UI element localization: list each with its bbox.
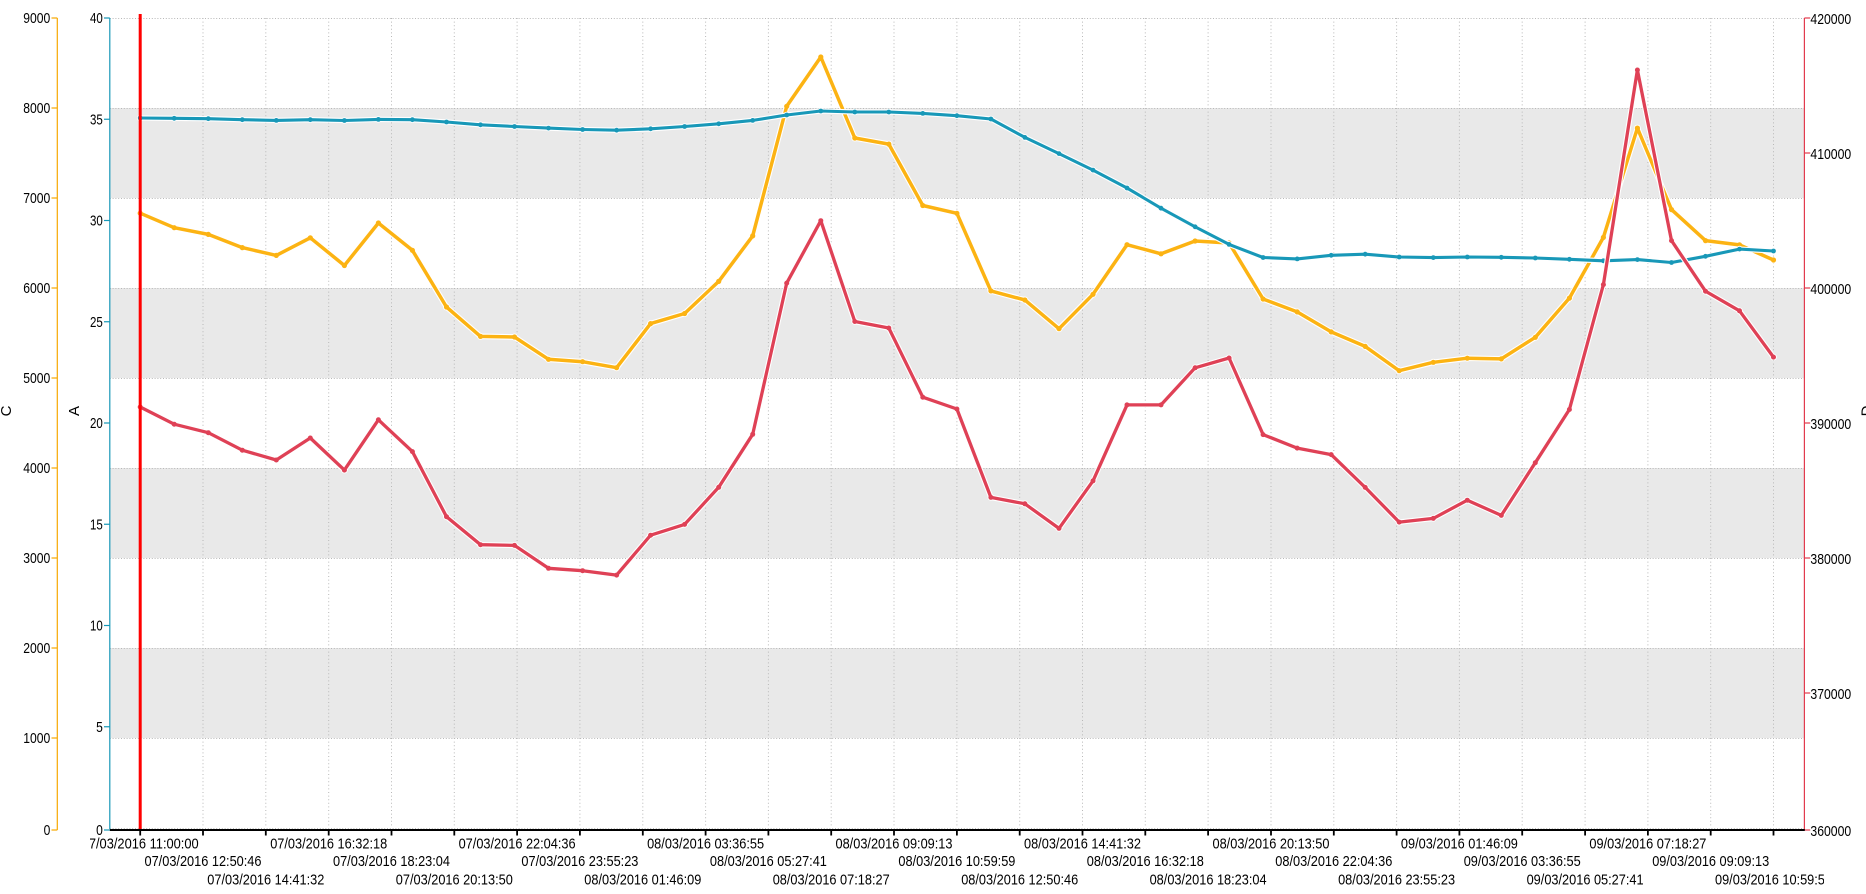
svg-text:2000: 2000 <box>23 640 50 657</box>
svg-text:15: 15 <box>90 517 103 534</box>
svg-text:1000: 1000 <box>23 730 50 747</box>
svg-text:08/03/2016 05:27:41: 08/03/2016 05:27:41 <box>710 853 827 870</box>
svg-text:08/03/2016 09:09:13: 08/03/2016 09:09:13 <box>836 835 953 852</box>
svg-text:30: 30 <box>90 213 103 230</box>
svg-text:7000: 7000 <box>23 190 50 207</box>
svg-text:390000: 390000 <box>1810 416 1851 433</box>
svg-text:40: 40 <box>90 10 103 27</box>
svg-text:09/03/2016 10:59:56: 09/03/2016 10:59:56 <box>1715 871 1832 888</box>
svg-text:10: 10 <box>90 618 103 635</box>
svg-text:09/03/2016 09:09:13: 09/03/2016 09:09:13 <box>1652 853 1769 870</box>
svg-text:09/03/2016 03:36:55: 09/03/2016 03:36:55 <box>1464 853 1581 870</box>
svg-text:08/03/2016 03:36:55: 08/03/2016 03:36:55 <box>647 835 764 852</box>
svg-text:07/03/2016 22:04:36: 07/03/2016 22:04:36 <box>459 835 576 852</box>
svg-text:25: 25 <box>90 314 103 331</box>
svg-text:07/03/2016 20:13:50: 07/03/2016 20:13:50 <box>396 871 513 888</box>
svg-text:08/03/2016 20:13:50: 08/03/2016 20:13:50 <box>1213 835 1330 852</box>
svg-text:08/03/2016 01:46:09: 08/03/2016 01:46:09 <box>584 871 701 888</box>
svg-text:370000: 370000 <box>1810 686 1851 703</box>
svg-text:A: A <box>66 406 83 416</box>
svg-text:09/03/2016 07:18:27: 09/03/2016 07:18:27 <box>1589 835 1706 852</box>
svg-text:C: C <box>0 405 15 416</box>
svg-text:08/03/2016 18:23:04: 08/03/2016 18:23:04 <box>1150 871 1267 888</box>
svg-text:08/03/2016 10:59:59: 08/03/2016 10:59:59 <box>898 853 1015 870</box>
svg-text:420000: 420000 <box>1810 11 1851 28</box>
svg-text:8000: 8000 <box>23 100 50 117</box>
svg-text:20: 20 <box>90 415 103 432</box>
svg-text:380000: 380000 <box>1810 551 1851 568</box>
svg-text:07/03/2016 23:55:23: 07/03/2016 23:55:23 <box>521 853 638 870</box>
svg-text:09/03/2016 01:46:09: 09/03/2016 01:46:09 <box>1401 835 1518 852</box>
svg-text:360000: 360000 <box>1810 823 1851 840</box>
svg-text:6000: 6000 <box>23 280 50 297</box>
svg-text:07/03/2016 12:50:46: 07/03/2016 12:50:46 <box>145 853 262 870</box>
svg-text:08/03/2016 23:55:23: 08/03/2016 23:55:23 <box>1338 871 1455 888</box>
svg-text:35: 35 <box>90 112 103 129</box>
svg-text:07/03/2016 16:32:18: 07/03/2016 16:32:18 <box>270 835 387 852</box>
svg-text:07/03/2016 14:41:32: 07/03/2016 14:41:32 <box>207 871 324 888</box>
svg-text:07/03/2016 18:23:04: 07/03/2016 18:23:04 <box>333 853 450 870</box>
svg-text:09/03/2016 05:27:41: 09/03/2016 05:27:41 <box>1527 871 1644 888</box>
svg-text:08/03/2016 22:04:36: 08/03/2016 22:04:36 <box>1275 853 1392 870</box>
svg-text:4000: 4000 <box>23 460 50 477</box>
svg-text:08/03/2016 12:50:46: 08/03/2016 12:50:46 <box>961 871 1078 888</box>
svg-text:0: 0 <box>44 822 51 839</box>
svg-text:5000: 5000 <box>23 370 50 387</box>
svg-text:400000: 400000 <box>1810 281 1851 298</box>
svg-text:07/03/2016 11:00:00: 07/03/2016 11:00:00 <box>82 835 199 852</box>
svg-text:9000: 9000 <box>23 10 50 27</box>
svg-text:08/03/2016 07:18:27: 08/03/2016 07:18:27 <box>773 871 890 888</box>
svg-text:3000: 3000 <box>23 550 50 567</box>
svg-text:5: 5 <box>96 719 103 736</box>
svg-text:08/03/2016 14:41:32: 08/03/2016 14:41:32 <box>1024 835 1141 852</box>
svg-text:08/03/2016 16:32:18: 08/03/2016 16:32:18 <box>1087 853 1204 870</box>
svg-text:410000: 410000 <box>1810 146 1851 163</box>
svg-text:D: D <box>1859 405 1866 416</box>
